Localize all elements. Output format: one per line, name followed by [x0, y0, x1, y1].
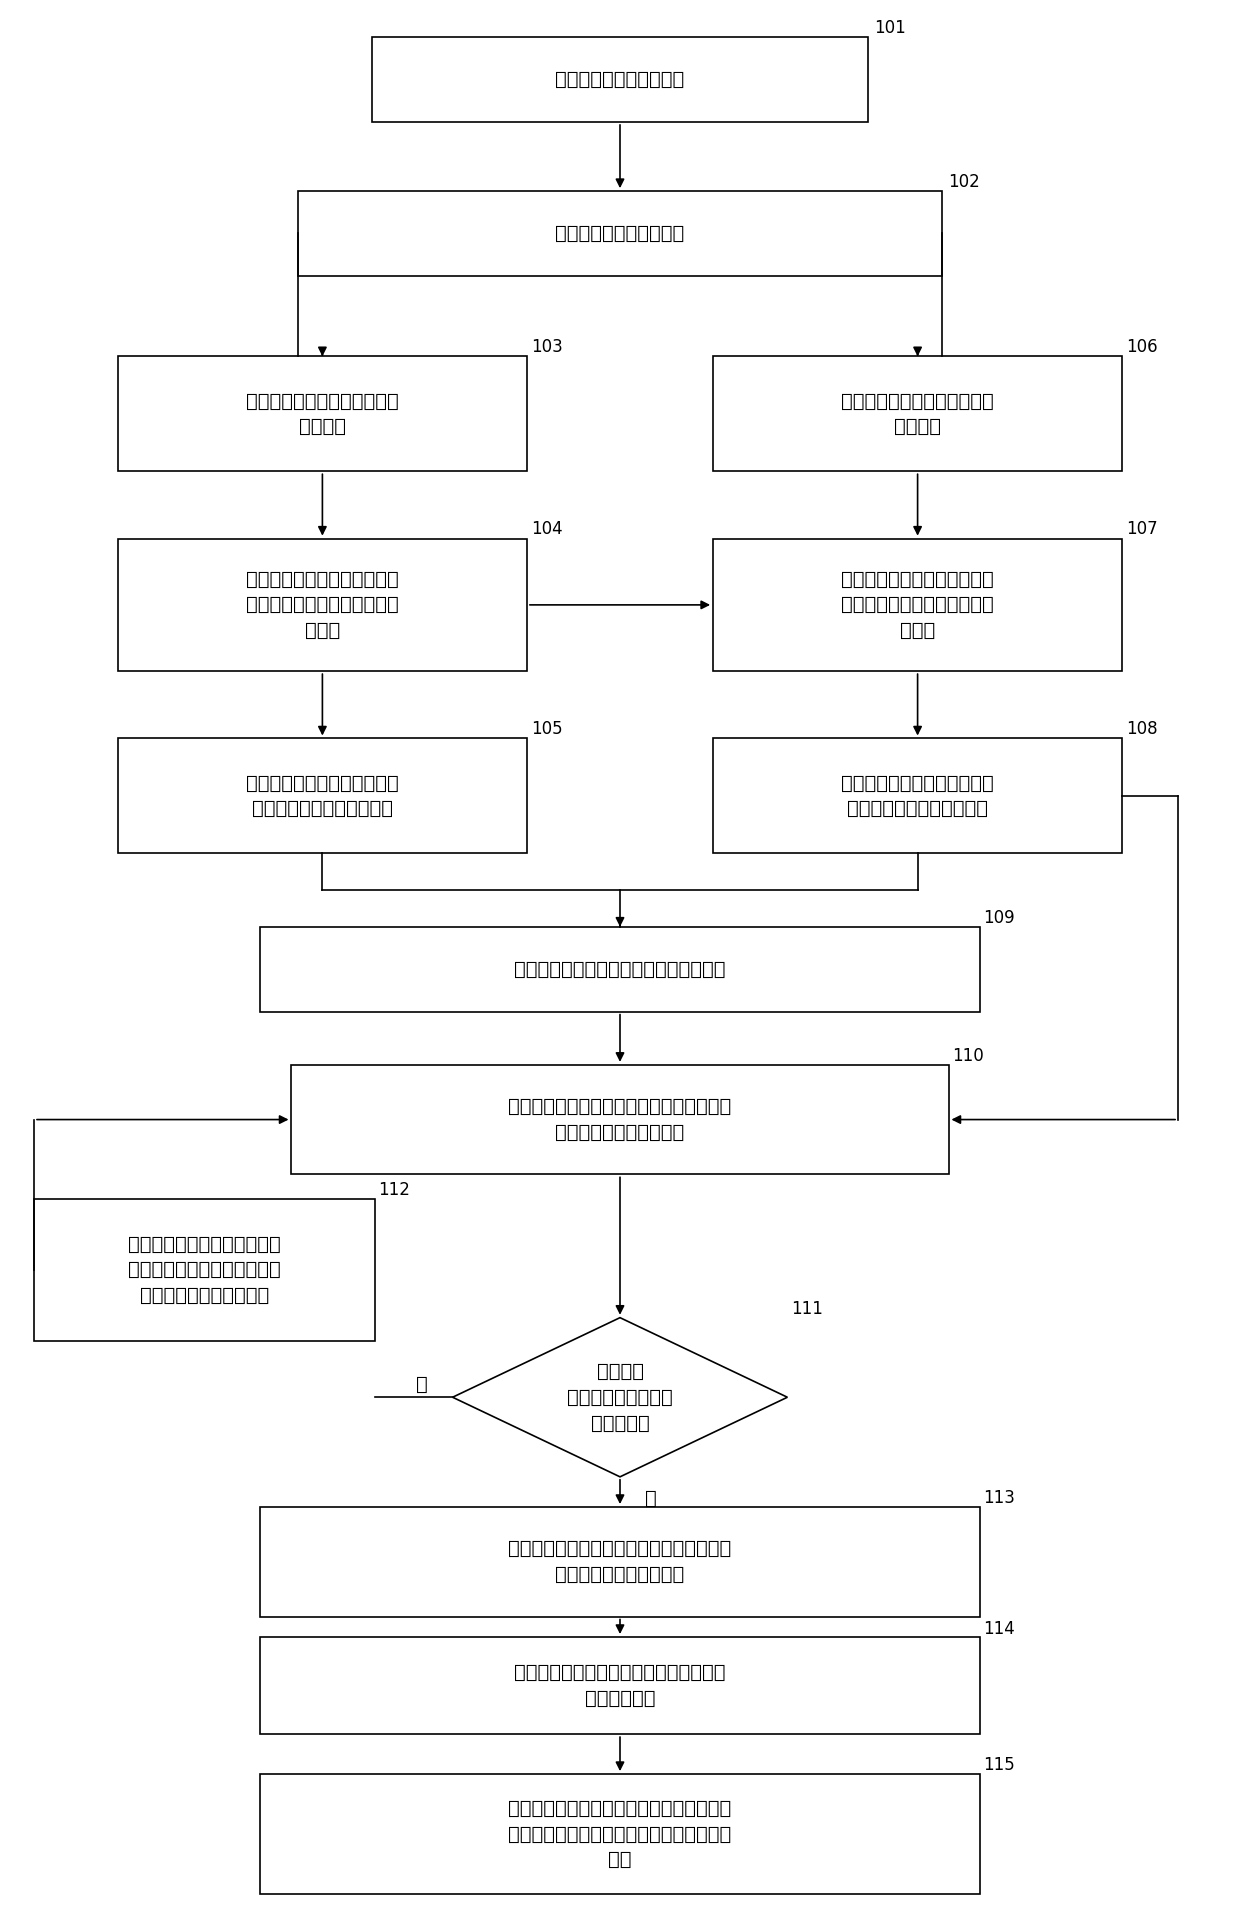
Text: 114: 114 — [983, 1620, 1016, 1637]
FancyBboxPatch shape — [118, 357, 527, 472]
Polygon shape — [453, 1318, 787, 1478]
Text: 106: 106 — [1126, 338, 1158, 355]
Text: 103: 103 — [531, 338, 563, 355]
Text: 得到冲孔类废料排出参数集、
图形集等: 得到冲孔类废料排出参数集、 图形集等 — [841, 391, 994, 436]
Text: 否: 否 — [417, 1376, 428, 1395]
Text: 进行采样计算，得到符合切边
废料排出条件的最终图形集: 进行采样计算，得到符合切边 废料排出条件的最终图形集 — [246, 773, 399, 817]
Text: 判断相互
逻辑和形位关系是否
符合标准？: 判断相互 逻辑和形位关系是否 符合标准？ — [567, 1362, 673, 1432]
Text: 输入元素特征处理，得到符合
切边废料排出计算规则的初步
图形集: 输入元素特征处理，得到符合 切边废料排出计算规则的初步 图形集 — [246, 570, 399, 641]
Text: 113: 113 — [983, 1489, 1016, 1506]
FancyBboxPatch shape — [291, 1065, 949, 1174]
FancyBboxPatch shape — [713, 539, 1122, 672]
Text: 是: 是 — [645, 1489, 656, 1508]
Text: 104: 104 — [531, 520, 563, 537]
FancyBboxPatch shape — [298, 192, 942, 276]
FancyBboxPatch shape — [372, 36, 868, 123]
Text: 111: 111 — [791, 1299, 823, 1318]
FancyBboxPatch shape — [713, 357, 1122, 472]
FancyBboxPatch shape — [260, 1637, 980, 1735]
Text: 进行实例后交互处理，得到最终的废料排出
方案及其相关特征、图形、体、树状图叶节
点等: 进行实例后交互处理，得到最终的废料排出 方案及其相关特征、图形、体、树状图叶节 … — [508, 1798, 732, 1869]
Text: 109: 109 — [983, 910, 1016, 927]
Text: 107: 107 — [1126, 520, 1158, 537]
FancyBboxPatch shape — [260, 927, 980, 1011]
Text: 输入图形元素、相关参数: 输入图形元素、相关参数 — [556, 71, 684, 88]
Text: 进行实例前交互，检索并标记
出不符合数据的相关节点，并
回溯至问题节点修正计算: 进行实例前交互，检索并标记 出不符合数据的相关节点，并 回溯至问题节点修正计算 — [128, 1234, 281, 1305]
Text: 110: 110 — [952, 1046, 985, 1065]
FancyBboxPatch shape — [33, 1199, 374, 1341]
Text: 得到切边类废料排出参数集、
图形集等: 得到切边类废料排出参数集、 图形集等 — [246, 391, 399, 436]
Text: 105: 105 — [531, 720, 563, 737]
Text: 102: 102 — [949, 173, 981, 192]
Text: 输入元素特征处理，得到符合
冲孔废料排出计算规则的初步
图形集: 输入元素特征处理，得到符合 冲孔废料排出计算规则的初步 图形集 — [841, 570, 994, 641]
Text: 进行采样计算，得到符合冲孔
废料排出条件的最终图形集: 进行采样计算，得到符合冲孔 废料排出条件的最终图形集 — [841, 773, 994, 817]
Text: 101: 101 — [874, 19, 906, 36]
Text: 进行相关性交互计算，得到有关联的节点: 进行相关性交互计算，得到有关联的节点 — [515, 960, 725, 979]
Text: 进行形、位计算，得到实例化废料排出所需
的参数、特征、图形集等: 进行形、位计算，得到实例化废料排出所需 的参数、特征、图形集等 — [508, 1098, 732, 1142]
FancyBboxPatch shape — [118, 539, 527, 672]
Text: 废料排出模块分类的步骤: 废料排出模块分类的步骤 — [556, 225, 684, 244]
FancyBboxPatch shape — [118, 739, 527, 854]
Text: 115: 115 — [983, 1756, 1016, 1773]
Text: 进行实例化处理，得到可视的废料排出方
案、装配结果: 进行实例化处理，得到可视的废料排出方 案、装配结果 — [515, 1664, 725, 1708]
FancyBboxPatch shape — [713, 739, 1122, 854]
Text: 112: 112 — [378, 1182, 410, 1199]
Text: 得到符合的（包括修正后符合的）实例化所
需的参数、特征、图形集: 得到符合的（包括修正后符合的）实例化所 需的参数、特征、图形集 — [508, 1539, 732, 1583]
Text: 108: 108 — [1126, 720, 1158, 737]
FancyBboxPatch shape — [260, 1506, 980, 1616]
FancyBboxPatch shape — [260, 1773, 980, 1894]
